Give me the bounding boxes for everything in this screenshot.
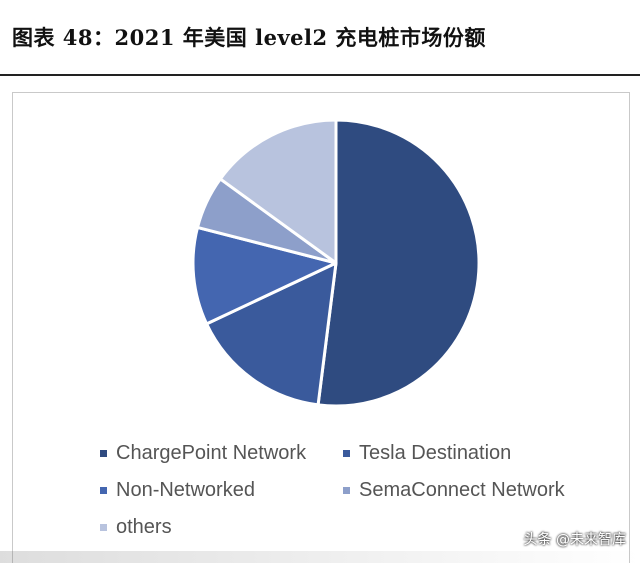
legend-item: SemaConnect Network: [343, 479, 565, 502]
legend-label: others: [116, 516, 172, 538]
pie-slice-tesla-destination: [205, 261, 338, 407]
bottom-strip: [0, 551, 640, 563]
legend-label: Non-Networked: [116, 479, 255, 501]
chart-title: 图表 48：2021 年美国 level2 充电桩市场份额: [12, 25, 486, 50]
legend-swatch: [100, 450, 107, 457]
pie-slice-chargepoint-network: [316, 118, 481, 408]
legend-swatch: [100, 524, 107, 531]
header-bar: 图表 48：2021 年美国 level2 充电桩市场份额: [0, 0, 640, 76]
pie-slice-non-networked: [191, 225, 338, 326]
chart-legend: ChargePoint Network Tesla Destination No…: [100, 440, 630, 550]
legend-label: SemaConnect Network: [359, 479, 565, 501]
chart-frame: [12, 92, 630, 563]
pie-slice-others: [218, 118, 338, 265]
legend-swatch: [343, 487, 350, 494]
legend-item: others: [100, 516, 172, 539]
legend-item: Tesla Destination: [343, 442, 511, 465]
legend-label: ChargePoint Network: [116, 442, 307, 464]
legend-swatch: [343, 450, 350, 457]
legend-item: ChargePoint Network: [100, 442, 306, 465]
legend-label: Tesla Destination: [359, 442, 512, 464]
watermark: 头条 @未来智库: [523, 532, 626, 548]
legend-swatch: [100, 487, 107, 494]
legend-item: Non-Networked: [100, 479, 255, 502]
